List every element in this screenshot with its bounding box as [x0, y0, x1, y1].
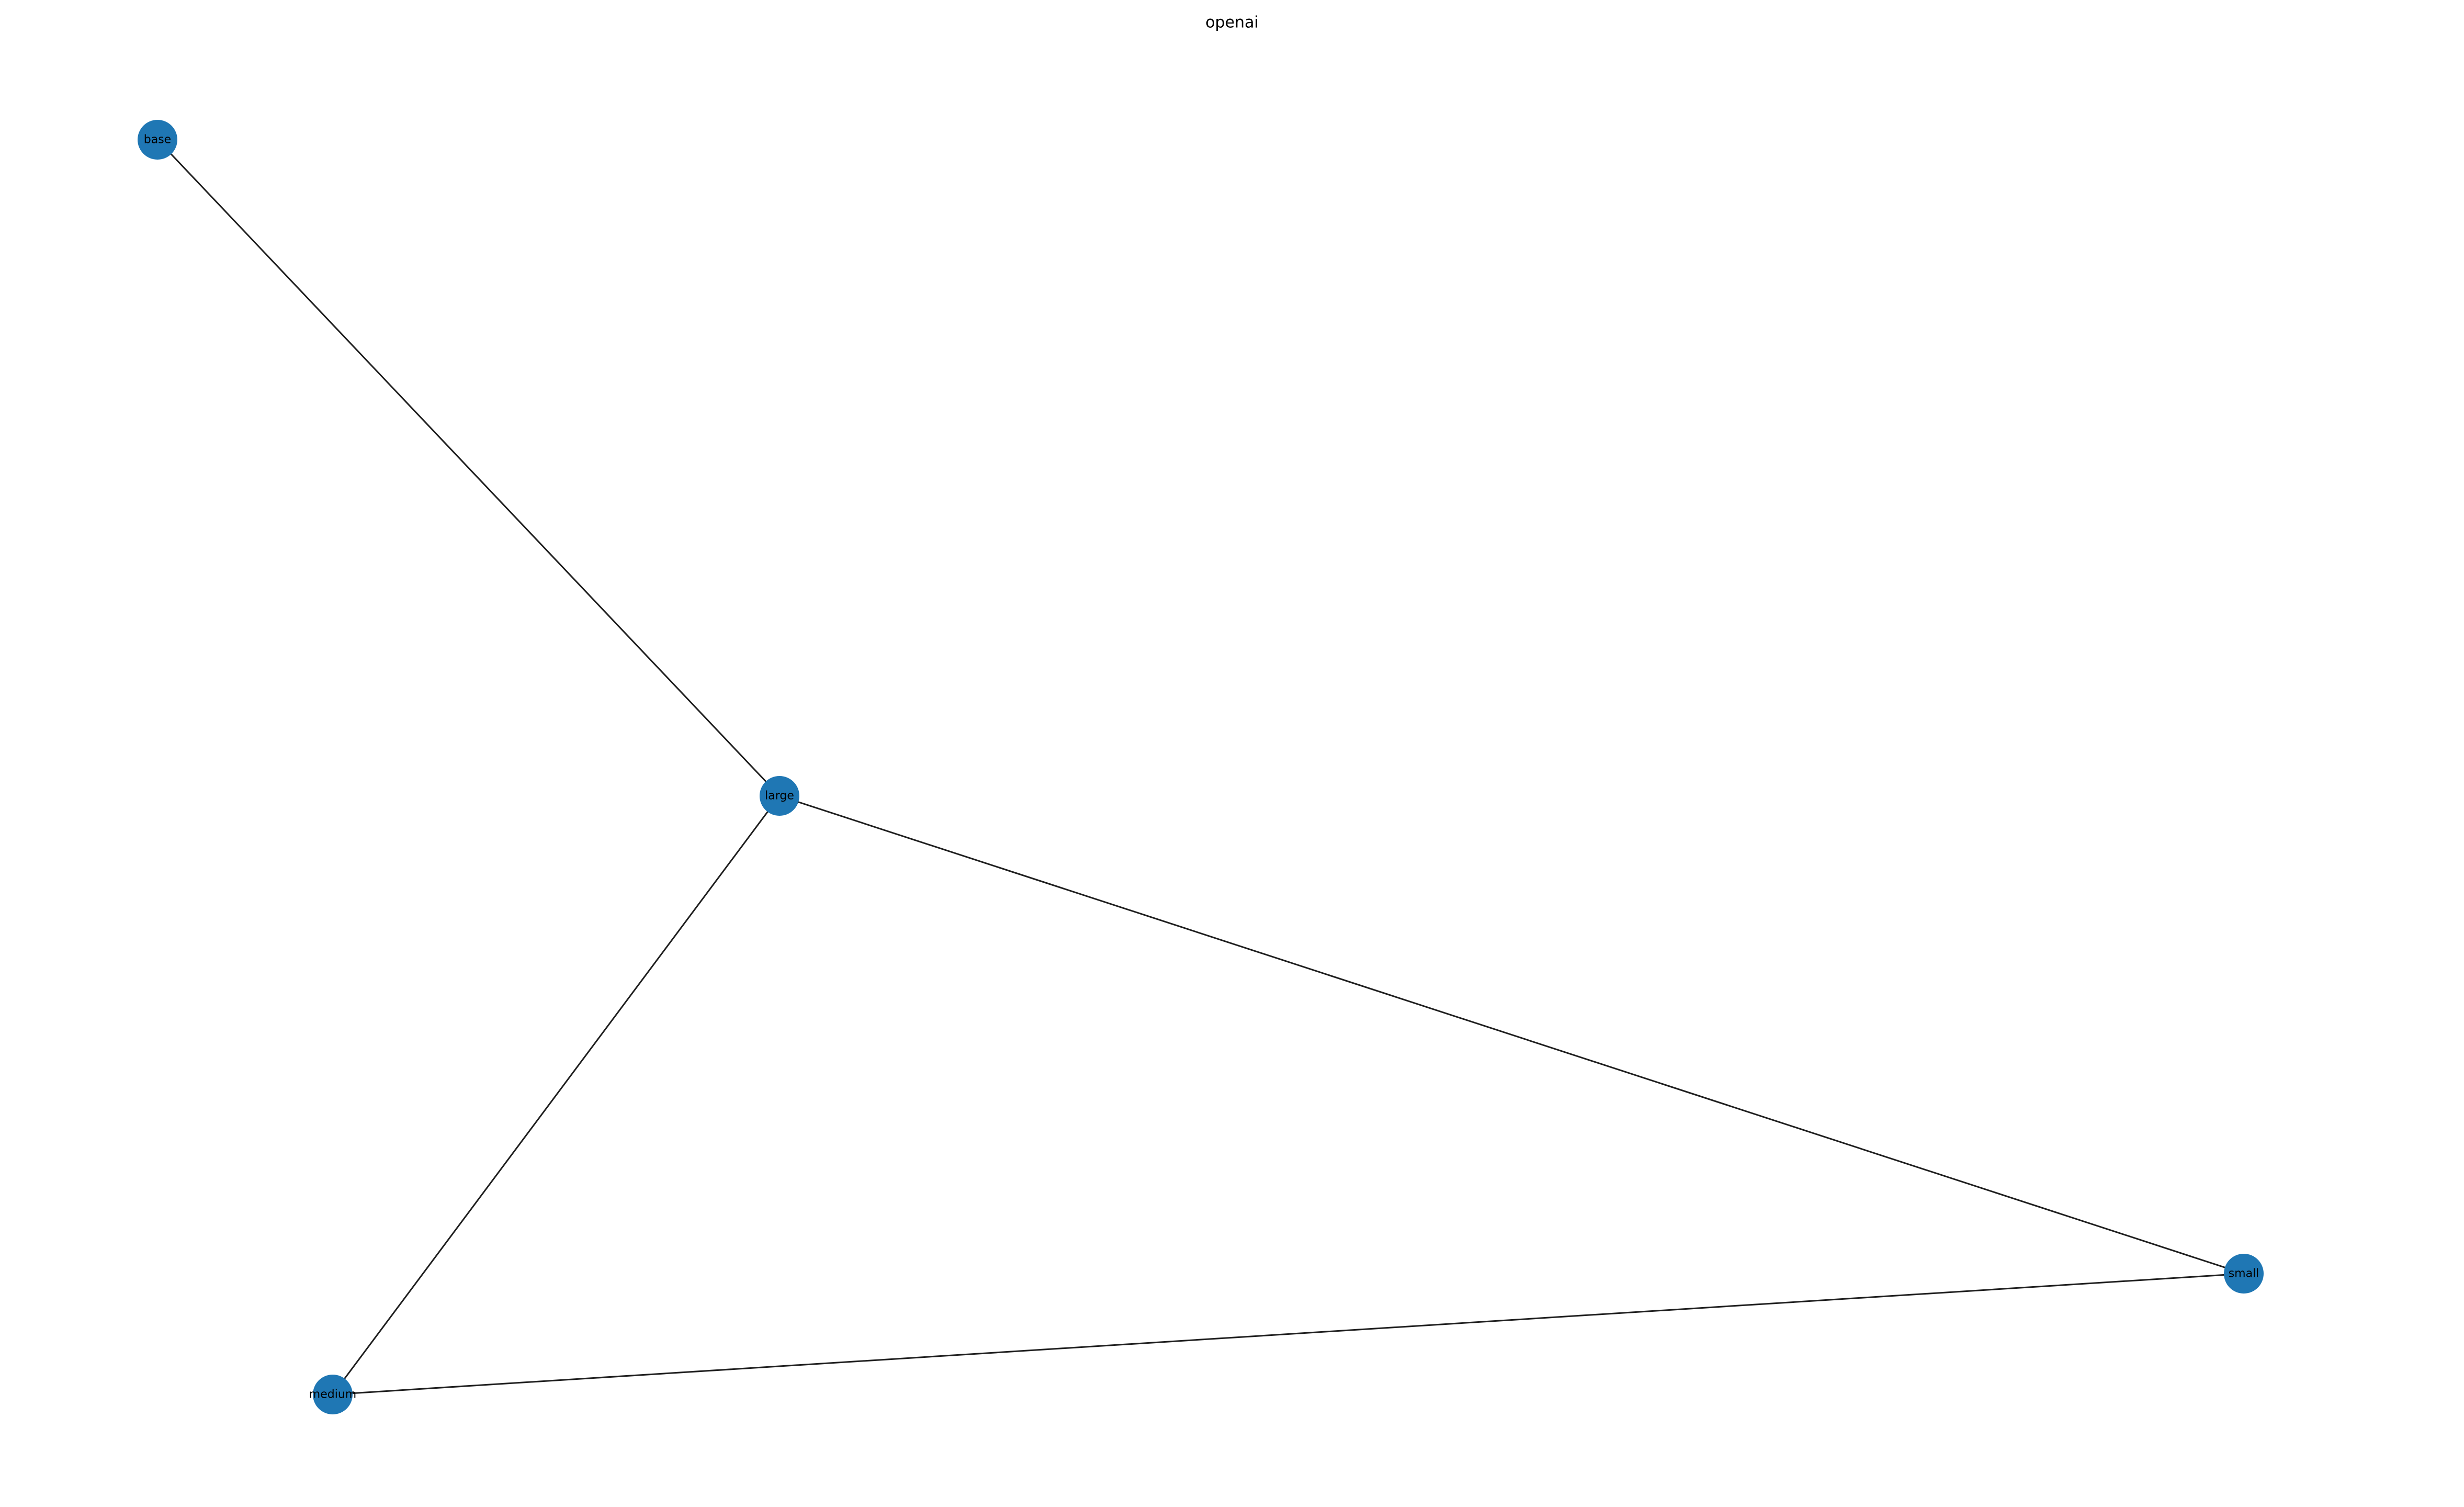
- edge-large-small: [779, 795, 2244, 1275]
- edge-base-large: [156, 139, 781, 797]
- edge-large-medium: [332, 795, 781, 1395]
- node-label-medium: medium: [309, 1388, 356, 1401]
- node-large: large: [760, 776, 799, 816]
- node-base: base: [138, 120, 177, 160]
- node-circle-large: [760, 776, 799, 816]
- node-label-base: base: [144, 133, 171, 147]
- node-label-large: large: [765, 790, 794, 803]
- graph-title: openai: [1205, 14, 1259, 32]
- node-circle-base: [138, 120, 177, 160]
- node-circle-small: [2224, 1254, 2264, 1294]
- nodes-layer: base large small medium: [138, 120, 2264, 1414]
- node-medium: medium: [309, 1375, 356, 1414]
- edge-medium-small: [332, 1273, 2244, 1396]
- node-circle-medium: [313, 1375, 353, 1414]
- node-small: small: [2224, 1254, 2264, 1294]
- edges-layer: [156, 139, 2244, 1396]
- node-label-small: small: [2229, 1267, 2259, 1280]
